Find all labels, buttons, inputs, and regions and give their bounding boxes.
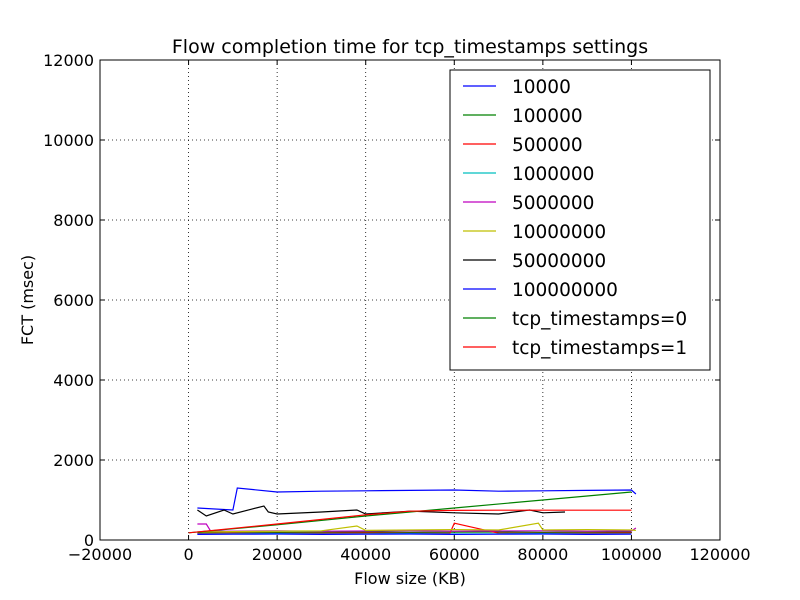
- y-tick-label: 4000: [53, 371, 94, 390]
- x-tick-label: 0: [183, 545, 193, 564]
- series-line-6: [197, 505, 566, 517]
- legend-label: 1000000: [512, 164, 594, 185]
- y-tick-label: 0: [84, 531, 94, 550]
- y-axis-title: FCT (msec): [18, 255, 37, 345]
- x-tick-label: 40000: [340, 545, 391, 564]
- series-line-5: [197, 522, 636, 533]
- series-line-4: [197, 523, 637, 532]
- series-line-0: [197, 487, 637, 511]
- legend-label: tcp_timestamps=1: [512, 338, 687, 359]
- legend: 10000 100000 500000 1000000 5000000 10000000 5…: [449, 69, 711, 371]
- y-tick-label: 2000: [53, 451, 94, 470]
- legend-label: 100000: [512, 106, 583, 127]
- series-lines: [188, 487, 637, 536]
- series-line-8: [188, 491, 632, 534]
- series-line-1: [197, 531, 632, 534]
- axis-ticks: −20000 0 20000 40000 60000 80000 100000 1200000…: [43, 51, 750, 564]
- x-tick-label: 80000: [517, 545, 568, 564]
- legend-label: 10000000: [512, 222, 606, 243]
- x-axis-title: Flow size (KB): [354, 569, 466, 588]
- y-tick-label: 12000: [43, 51, 94, 70]
- legend-label: 50000000: [512, 251, 606, 272]
- x-tick-label: −20000: [68, 545, 132, 564]
- y-tick-label: 10000: [43, 131, 94, 150]
- x-tick-label: 20000: [252, 545, 303, 564]
- legend-label: 5000000: [512, 193, 594, 214]
- x-tick-label: 60000: [429, 545, 480, 564]
- legend-box: [449, 69, 711, 371]
- legend-label: 500000: [512, 135, 583, 156]
- chart-title: Flow completion time for tcp_timestamps …: [172, 36, 648, 58]
- y-tick-label: 6000: [53, 291, 94, 310]
- y-tick-label: 8000: [53, 211, 94, 230]
- legend-label: 10000: [512, 77, 571, 98]
- legend-label: 100000000: [512, 280, 618, 301]
- x-tick-label: 100000: [601, 545, 662, 564]
- legend-label: tcp_timestamps=0: [512, 309, 687, 330]
- x-tick-label: 120000: [689, 545, 750, 564]
- series-line-9: [188, 509, 632, 534]
